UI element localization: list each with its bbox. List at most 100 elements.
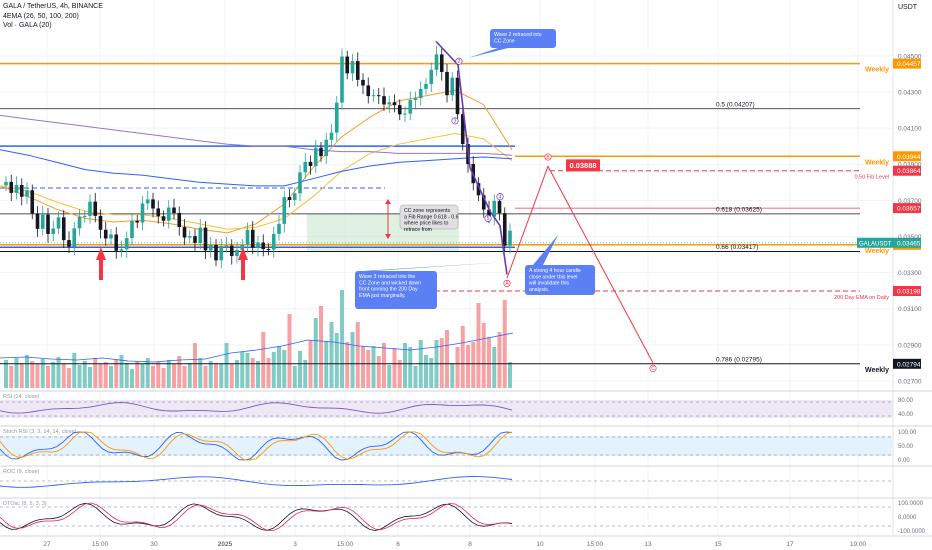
candle-body xyxy=(271,233,276,250)
elliott-wave-path xyxy=(435,40,508,275)
candle-body xyxy=(508,230,512,246)
candle-body xyxy=(450,77,455,96)
volume-bar xyxy=(250,358,255,388)
candle-body xyxy=(9,181,14,193)
candle-body xyxy=(187,236,192,238)
volume-bar xyxy=(40,359,45,388)
volume-bar xyxy=(334,333,339,388)
volume-bar xyxy=(193,343,197,388)
callout-box xyxy=(399,204,459,230)
level-text: 0.618 (0.03625) xyxy=(716,206,762,213)
volume-bar xyxy=(319,306,323,388)
candle-body xyxy=(40,214,45,229)
callout-text: A strong 4 hour candle xyxy=(529,268,581,274)
volume-bar xyxy=(245,353,250,388)
candle-body xyxy=(418,88,423,99)
indicator-tick: 50.00 xyxy=(898,444,914,450)
current-price-tag xyxy=(893,237,921,248)
symbol-title: GALA / TetherUS, 4h, BINANCE xyxy=(3,3,103,10)
time-tick: 17 xyxy=(786,541,794,548)
level-tag: Weekly xyxy=(865,367,889,374)
indicator-band xyxy=(0,436,893,456)
candle-body xyxy=(30,190,35,214)
indicator-name: ROC (9, close) xyxy=(3,469,40,475)
candle-body xyxy=(319,147,323,157)
arrow-up-icon xyxy=(96,247,106,280)
volume-bar xyxy=(261,332,266,388)
volume-bar xyxy=(355,322,360,388)
candle-body xyxy=(292,193,297,200)
volume-bar xyxy=(72,353,77,388)
price-tick: 0.02700 xyxy=(898,378,922,385)
volume-bar xyxy=(403,343,407,388)
candle-body xyxy=(355,61,360,80)
candle-body xyxy=(119,249,124,251)
time-tick: 30 xyxy=(150,541,158,548)
level-text: 0.66 (0.03417) xyxy=(716,244,758,251)
candle-body xyxy=(445,71,449,96)
level-price-label: 0.03944 xyxy=(897,154,921,161)
candle-body xyxy=(361,79,365,86)
candle-body xyxy=(376,95,381,97)
level-tag: Weekly xyxy=(865,248,889,255)
time-tick: 27 xyxy=(43,541,51,548)
volume-bar xyxy=(271,352,276,388)
indicator-tick: 0.00 xyxy=(898,458,910,464)
candle-body xyxy=(282,197,287,224)
candle-body xyxy=(408,100,413,114)
volume-bar xyxy=(361,346,365,388)
level-tag: Weekly xyxy=(865,67,889,74)
indicator-name: RSI (14, close) xyxy=(3,394,40,400)
price-tick: 0.04500 xyxy=(898,53,922,60)
volume-bar xyxy=(466,345,470,388)
level-price-label: 0.03657 xyxy=(897,206,921,213)
volume-bar xyxy=(413,366,418,388)
candle-body xyxy=(151,199,155,209)
indicator-tick: 80.00 xyxy=(898,398,914,404)
candle-body xyxy=(439,54,444,72)
indicator-name: DTOsc (8, 5, 3, 3) xyxy=(3,501,47,507)
level-price-label: 0.03198 xyxy=(897,289,921,296)
candle-body xyxy=(114,234,119,251)
candle-body xyxy=(198,227,203,243)
volume-bar xyxy=(497,332,502,388)
callout-text: Wave 2 retraced into xyxy=(494,32,542,38)
candle-body xyxy=(266,249,271,251)
volume-bar xyxy=(235,360,239,388)
candle-body xyxy=(4,181,8,186)
level-tag: 200 Day EMA on Daily xyxy=(834,295,889,301)
candle-body xyxy=(303,161,308,173)
callout-text: where price likes to xyxy=(404,221,449,227)
candle-body xyxy=(345,56,350,74)
time-tick: 15:00 xyxy=(587,541,604,548)
candle-body xyxy=(287,197,292,200)
volume-bar xyxy=(219,364,224,388)
volume-bar xyxy=(135,361,140,388)
ema-line xyxy=(0,149,513,187)
volume-bar xyxy=(256,361,260,388)
volume-bar xyxy=(287,314,292,388)
candle-body xyxy=(502,213,507,246)
wave-label: C xyxy=(651,366,655,372)
volume-bar xyxy=(313,318,318,388)
volume-bar xyxy=(161,368,166,388)
level-price-tag xyxy=(893,151,921,162)
ema-line xyxy=(0,89,513,234)
price-tick: 0.03900 xyxy=(898,162,922,169)
candle-body xyxy=(193,236,197,243)
callout-text: CC zone represents xyxy=(404,208,451,214)
volume-bar xyxy=(19,363,24,388)
callout-text: EMA just marginally. xyxy=(359,293,406,299)
indicator-tick: 0.0000 xyxy=(898,515,917,521)
currency-label: USDT xyxy=(898,4,918,11)
candle-body xyxy=(487,209,491,217)
price-scale-bg xyxy=(893,0,932,550)
volume-bar xyxy=(25,355,29,388)
level-price-tag xyxy=(893,203,921,214)
volume-legend: Vol · GALA (20) xyxy=(3,22,52,29)
symbol-tag-text: GALAUSDT xyxy=(859,241,892,247)
callout-text: analysis. xyxy=(529,287,549,293)
volume-bar xyxy=(88,367,92,388)
